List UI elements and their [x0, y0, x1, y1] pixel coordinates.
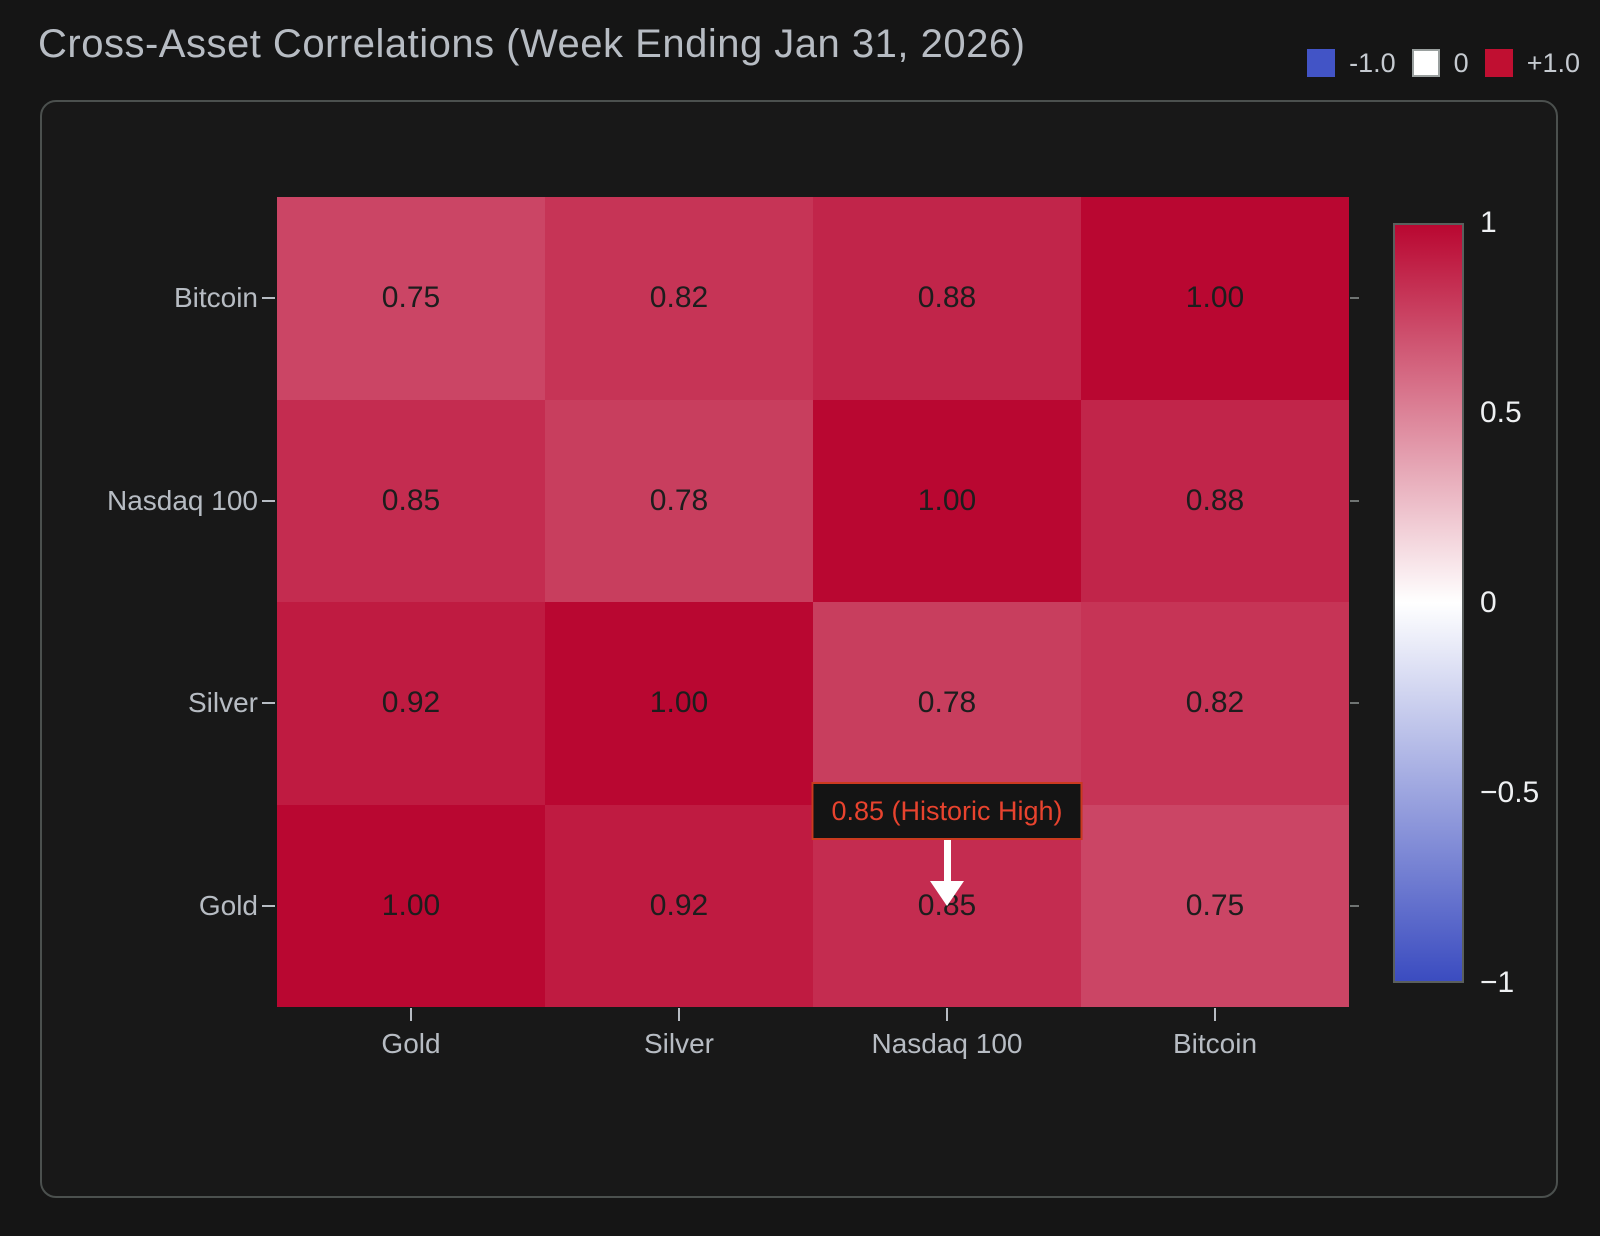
heatmap-cell-Gold-Bitcoin: 0.75 [1081, 804, 1349, 1007]
heatmap-cell-Nasdaq 100-Nasdaq 100: 1.00 [813, 399, 1081, 602]
y-axis-tick-right-Gold [1350, 904, 1359, 907]
heatmap-cell-Bitcoin-Nasdaq 100: 0.88 [813, 197, 1081, 400]
colorbar-tick-1: 1 [1480, 206, 1497, 239]
heatmap-grid: 0.75 0.82 0.88 1.00 0.85 0.78 1.00 0.88 0.92 1.00… [277, 197, 1349, 1007]
legend-label-zero: 0 [1453, 48, 1469, 78]
heatmap-cell-Bitcoin-Bitcoin: 1.00 [1081, 197, 1349, 400]
y-axis-tick-Bitcoin [262, 297, 275, 300]
x-axis-tick-Silver [678, 1008, 680, 1021]
colorbar-tick-0.5: 0.5 [1480, 396, 1522, 429]
legend-swatch-positive [1484, 49, 1513, 77]
x-axis-label-Silver: Silver [643, 1028, 714, 1059]
legend-item-negative: -1.0 [1307, 48, 1396, 78]
annotation-callout: 0.85 (Historic High) [811, 782, 1083, 840]
y-axis-label-Bitcoin: Bitcoin [173, 282, 258, 314]
y-axis-label-Nasdaq 100: Nasdaq 100 [106, 484, 258, 516]
y-axis-tick-right-Bitcoin [1350, 297, 1359, 300]
y-axis-tick-Silver [262, 702, 275, 705]
colorbar-tick-0: 0 [1480, 586, 1497, 619]
heatmap-cell-Gold-Silver: 0.92 [545, 804, 813, 1007]
heatmap-cell-Gold-Gold: 1.00 [277, 804, 545, 1007]
legend-label-positive: +1.0 [1526, 48, 1580, 78]
annotation-arrow-stem [943, 840, 951, 883]
legend-swatch-negative [1307, 49, 1336, 77]
heatmap-cell-Bitcoin-Gold: 0.75 [277, 197, 545, 400]
heatmap-cell-Nasdaq 100-Bitcoin: 0.88 [1081, 399, 1349, 602]
legend-item-positive: +1.0 [1484, 48, 1580, 78]
heatmap-cell-Nasdaq 100-Silver: 0.78 [545, 399, 813, 602]
heatmap-cell-Silver-Bitcoin: 0.82 [1081, 602, 1349, 805]
y-axis-tick-right-Silver [1350, 702, 1359, 705]
legend-label-negative: -1.0 [1349, 48, 1396, 78]
x-axis-label-Nasdaq 100: Nasdaq 100 [871, 1028, 1023, 1059]
colorbar-tick-−1: −1 [1480, 966, 1515, 999]
heatmap-cell-Silver-Nasdaq 100: 0.78 [813, 602, 1081, 805]
heatmap-cell-Bitcoin-Silver: 0.82 [545, 197, 813, 400]
heatmap-cell-Silver-Silver: 1.00 [545, 602, 813, 805]
colorbar-tick-−0.5: −0.5 [1480, 776, 1540, 809]
heatmap-cell-Silver-Gold: 0.92 [277, 602, 545, 805]
heatmap-cell-Nasdaq 100-Gold: 0.85 [277, 399, 545, 602]
annotation-arrow-head [930, 880, 964, 906]
y-axis-tick-Gold [262, 904, 275, 907]
y-axis-tick-Nasdaq 100 [262, 499, 275, 502]
x-axis-label-Bitcoin: Bitcoin [1172, 1028, 1258, 1059]
colorscale-legend: -1.0 0 +1.0 [1307, 48, 1580, 78]
legend-item-zero: 0 [1411, 48, 1469, 78]
legend-swatch-zero [1411, 49, 1440, 77]
x-axis-label-Gold: Gold [381, 1028, 441, 1059]
x-axis-tick-Gold [410, 1008, 412, 1021]
y-axis-tick-right-Nasdaq 100 [1350, 499, 1359, 502]
x-axis-tick-Bitcoin [1214, 1008, 1216, 1021]
y-axis-label-Silver: Silver [187, 687, 258, 719]
chart-title: Cross-Asset Correlations (Week Ending Ja… [38, 22, 1026, 66]
colorbar [1393, 223, 1464, 983]
x-axis-tick-Nasdaq 100 [946, 1008, 948, 1021]
y-axis-label-Gold: Gold [198, 889, 258, 921]
